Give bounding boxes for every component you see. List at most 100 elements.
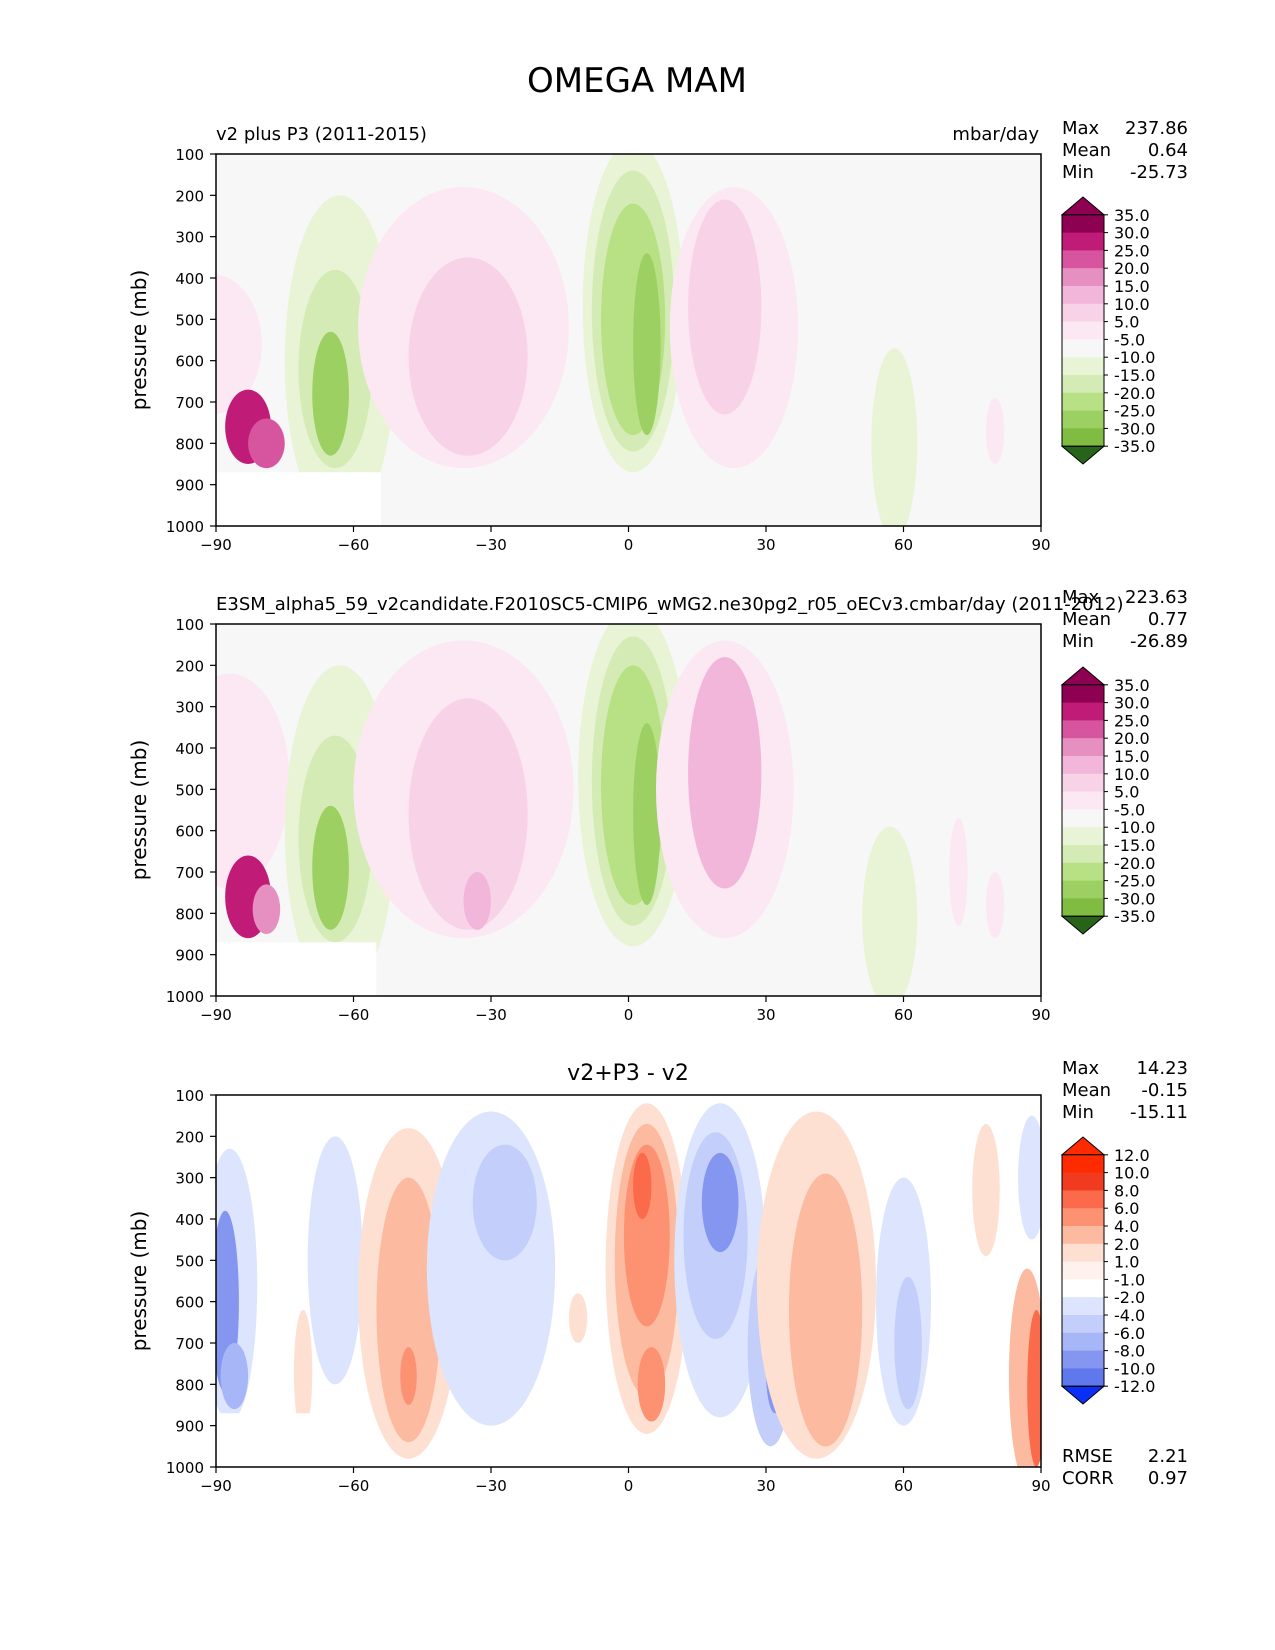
colorbar-segment xyxy=(1062,898,1104,917)
colorbar-segment xyxy=(1062,702,1104,721)
contour-region-blue-2 xyxy=(220,1343,249,1410)
contour-region-pink-2 xyxy=(252,884,281,934)
colorbar-tick-label: -2.0 xyxy=(1114,1288,1145,1307)
contour-region-green-14 xyxy=(871,348,918,526)
colorbar-tick-label: 1.0 xyxy=(1114,1253,1139,1272)
panel-e3sm-candidate: E3SM_alpha5_59_v2candidate.F2010SC5-CMIP… xyxy=(127,587,1188,1024)
colorbar-segment xyxy=(1062,791,1104,810)
colorbar-segment xyxy=(1062,250,1104,269)
colorbar-tick-label: -15.0 xyxy=(1114,836,1155,855)
stat-max-label: Max xyxy=(1062,1058,1100,1079)
colorbar-tick-label: 5.0 xyxy=(1114,313,1139,332)
x-tick-label: −90 xyxy=(200,1006,232,1024)
colorbar-tick-label: 10.0 xyxy=(1114,295,1150,314)
stat-max-value: 223.63 xyxy=(1125,587,1188,608)
x-tick-label: 60 xyxy=(894,1477,913,1495)
stat-min-value: -25.73 xyxy=(1130,162,1188,183)
panel-title-left: E3SM_alpha5_59_v2candidate.F2010SC5-CMIP… xyxy=(216,594,1124,615)
y-tick-label: 300 xyxy=(175,229,204,247)
y-tick-label: 400 xyxy=(175,740,204,758)
y-tick-label: 400 xyxy=(175,270,204,288)
y-axis-label: pressure (mb) xyxy=(127,740,151,881)
panel-v2-plus-p3: v2 plus P3 (2011-2015) mbar/day Max 237.… xyxy=(127,118,1188,554)
colorbar-segment xyxy=(1062,232,1104,251)
contour-region-blue-24 xyxy=(894,1276,922,1410)
colorbar-segment xyxy=(1062,1154,1104,1174)
colorbar-segment xyxy=(1062,375,1104,394)
colorbar-segment xyxy=(1062,428,1104,447)
x-tick-label: 0 xyxy=(624,1477,634,1495)
y-tick-label: 100 xyxy=(175,146,204,164)
contour-region-pink-7 xyxy=(408,698,528,930)
y-tick-label: 700 xyxy=(175,864,204,882)
colorbar-tick-label: 5.0 xyxy=(1114,783,1139,802)
x-tick-label: −90 xyxy=(200,536,232,554)
y-tick-label: 500 xyxy=(175,311,204,329)
y-tick-label: 800 xyxy=(175,435,204,453)
contour-fills xyxy=(216,624,1005,996)
colorbar-segment xyxy=(1062,880,1104,899)
contour-region-red-22 xyxy=(788,1173,863,1447)
colorbar-segment xyxy=(1062,1243,1104,1263)
corr-label: CORR xyxy=(1062,1468,1114,1489)
y-tick-label: 300 xyxy=(175,699,204,717)
panel-difference: v2+P3 - v2 Max 14.23 Mean -0.15 Min -15.… xyxy=(127,1058,1188,1495)
panel-title-center: v2+P3 - v2 xyxy=(567,1061,689,1086)
contour-region-pink-7 xyxy=(408,257,528,456)
contour-region-green-5 xyxy=(312,805,349,930)
corr-value: 0.97 xyxy=(1148,1468,1188,1489)
contour-region-blue-18 xyxy=(701,1152,739,1253)
colorbar-tick-label: -35.0 xyxy=(1114,907,1155,926)
stat-mean-value: -0.15 xyxy=(1141,1080,1188,1101)
colorbar-tick-label: 30.0 xyxy=(1114,224,1150,243)
colorbar-segment xyxy=(1062,321,1104,340)
colorbar-segment xyxy=(1062,809,1104,828)
contour-region-pink-0 xyxy=(216,274,262,415)
colorbar-frame xyxy=(1061,1154,1105,1387)
contour-region-red-25 xyxy=(972,1123,1000,1257)
colorbar-tick-label: 35.0 xyxy=(1114,676,1150,695)
x-tick-label: −60 xyxy=(338,536,370,554)
panel-units: mbar/day xyxy=(952,124,1039,145)
x-tick-label: −60 xyxy=(338,1477,370,1495)
colorbar-segment xyxy=(1062,1297,1104,1316)
colorbar-tick-label: 15.0 xyxy=(1114,747,1150,766)
colorbar-segment xyxy=(1062,339,1104,358)
y-tick-label: 1000 xyxy=(166,988,204,1006)
colorbar-tick-label: -25.0 xyxy=(1114,402,1155,421)
colorbar-tick-label: 35.0 xyxy=(1114,206,1150,225)
colorbar-segment xyxy=(1062,303,1104,323)
contour-region-green-15 xyxy=(862,826,918,996)
colorbar-segment xyxy=(1062,756,1104,775)
contour-region-pink-14 xyxy=(688,657,762,889)
y-tick-label: 700 xyxy=(175,394,204,412)
contour-region-green-5 xyxy=(312,331,349,456)
contour-region-red-14 xyxy=(637,1347,666,1422)
contour-region-red-3 xyxy=(293,1309,313,1434)
colorbar-extend-max xyxy=(1060,1136,1106,1156)
y-tick-label: 100 xyxy=(175,616,204,634)
colorbar-tick-label: -5.0 xyxy=(1114,330,1145,349)
colorbar-segment xyxy=(1062,1208,1104,1227)
y-tick-label: 1000 xyxy=(166,518,204,536)
colorbar-extend-min xyxy=(1060,915,1106,935)
contour-region-blue-9 xyxy=(472,1144,537,1261)
colorbar-tick-label: 10.0 xyxy=(1114,1164,1150,1183)
contour-region-pink-2 xyxy=(248,418,285,469)
y-tick-label: 600 xyxy=(175,1294,204,1312)
colorbar-tick-label: -30.0 xyxy=(1114,419,1155,438)
colorbar-tick-label: 30.0 xyxy=(1114,694,1150,713)
y-tick-label: 500 xyxy=(175,1252,204,1270)
stat-min-value: -15.11 xyxy=(1130,1102,1188,1123)
x-tick-label: 90 xyxy=(1031,536,1050,554)
colorbar-segment xyxy=(1062,773,1104,793)
x-tick-label: 60 xyxy=(894,536,913,554)
y-tick-label: 900 xyxy=(175,1418,204,1436)
x-tick-label: 90 xyxy=(1031,1006,1050,1024)
contour-region-pink-17 xyxy=(986,872,1005,939)
contour-region-pink-16 xyxy=(949,818,968,926)
colorbar-extend-min xyxy=(1060,1385,1106,1405)
colorbar-tick-label: 4.0 xyxy=(1114,1217,1139,1236)
colorbar-tick-label: -25.0 xyxy=(1114,872,1155,891)
